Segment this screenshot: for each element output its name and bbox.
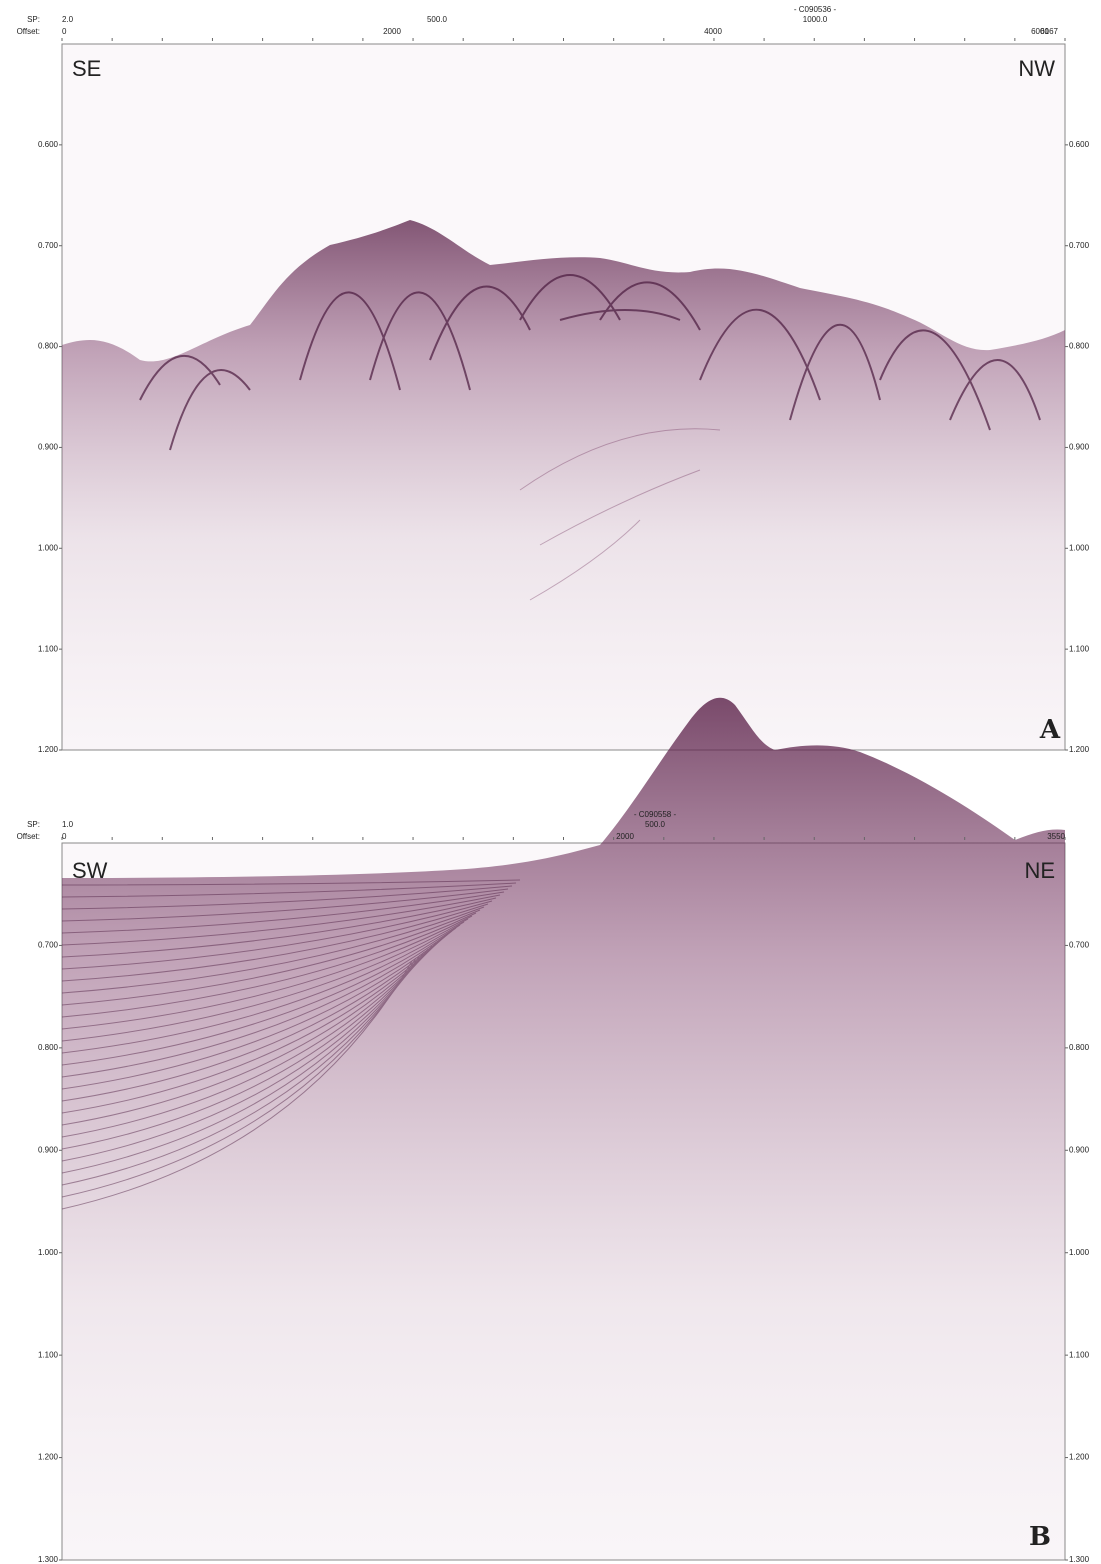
layer-line bbox=[61, 897, 497, 958]
layer-line bbox=[61, 882, 517, 898]
time-tick-label: 1.000 bbox=[1069, 543, 1090, 552]
time-tick-label: 1.200 bbox=[38, 745, 59, 754]
time-tick-label: 0.900 bbox=[38, 443, 59, 452]
sp-label: SP: bbox=[27, 15, 40, 24]
direction-label: NE bbox=[1024, 858, 1055, 883]
time-tick-label: 1.100 bbox=[38, 644, 59, 653]
layer-line bbox=[61, 945, 433, 1150]
layer-line bbox=[61, 960, 413, 1210]
panel-letter: A bbox=[1039, 715, 1061, 745]
layer-line bbox=[61, 915, 473, 1030]
time-tick-label: 0.600 bbox=[1069, 140, 1090, 149]
time-tick-label: 0.900 bbox=[38, 1145, 59, 1154]
time-tick-label: 1.200 bbox=[1069, 745, 1090, 754]
time-tick-label: 1.300 bbox=[38, 1555, 59, 1564]
layer-line bbox=[61, 903, 489, 982]
time-tick-label: 0.700 bbox=[38, 241, 59, 250]
layer-line bbox=[61, 954, 421, 1186]
offset-tick-label: 4000 bbox=[704, 27, 722, 36]
layer-line bbox=[61, 927, 457, 1078]
line-id: - C090536 - bbox=[794, 5, 837, 14]
seismic-reflection bbox=[62, 697, 1065, 1560]
offset-tick-label: 0 bbox=[62, 832, 67, 841]
time-tick-label: 1.000 bbox=[1069, 1248, 1090, 1257]
direction-label: NW bbox=[1018, 56, 1055, 81]
offset-tick-label: 2000 bbox=[616, 832, 634, 841]
sp-tick-label: 2.0 bbox=[62, 15, 74, 24]
offset-tick-label: 6000 bbox=[1031, 27, 1049, 36]
line-id: - C090558 - bbox=[634, 810, 677, 819]
time-tick-label: 0.800 bbox=[1069, 342, 1090, 351]
layer-line bbox=[61, 891, 505, 934]
sediment-layers bbox=[61, 879, 521, 1210]
layer-line bbox=[61, 921, 465, 1054]
time-tick-label: 0.700 bbox=[1069, 241, 1090, 250]
time-tick-label: 1.100 bbox=[1069, 644, 1090, 653]
time-tick-label: 0.800 bbox=[38, 1043, 59, 1052]
layer-line bbox=[61, 885, 513, 910]
time-tick-label: 1.100 bbox=[38, 1350, 59, 1359]
layer-line bbox=[61, 918, 469, 1042]
layer-line bbox=[61, 948, 429, 1162]
deep-reflectors bbox=[519, 428, 721, 601]
sp-tick-label: 1.0 bbox=[62, 820, 74, 829]
diffraction-hyperbolas bbox=[139, 274, 1041, 451]
layer-line bbox=[61, 900, 493, 970]
layer-line bbox=[61, 939, 441, 1126]
time-tick-label: 0.600 bbox=[38, 140, 59, 149]
layer-line bbox=[61, 942, 437, 1138]
offset-label: Offset: bbox=[17, 27, 40, 36]
time-tick-label: 1.000 bbox=[38, 543, 59, 552]
offset-label: Offset: bbox=[17, 832, 40, 841]
time-tick-label: 0.700 bbox=[1069, 941, 1090, 950]
time-tick-label: 1.200 bbox=[1069, 1453, 1090, 1462]
direction-label: SW bbox=[72, 858, 108, 883]
time-tick-label: 1.000 bbox=[38, 1248, 59, 1257]
layer-line bbox=[61, 930, 453, 1090]
layer-line bbox=[61, 912, 477, 1018]
time-tick-label: 0.900 bbox=[1069, 443, 1090, 452]
sp-tick-label: 500.0 bbox=[427, 15, 448, 24]
offset-tick-label: 0 bbox=[62, 27, 67, 36]
layer-line bbox=[61, 951, 425, 1174]
direction-label: SE bbox=[72, 56, 101, 81]
layer-line bbox=[61, 888, 509, 922]
time-tick-label: 0.900 bbox=[1069, 1145, 1090, 1154]
layer-line bbox=[61, 924, 461, 1066]
layer-line bbox=[61, 936, 445, 1114]
sp-label: SP: bbox=[27, 820, 40, 829]
sp-tick-label: 500.0 bbox=[645, 820, 666, 829]
time-tick-label: 0.700 bbox=[38, 941, 59, 950]
offset-tick-label: 3550 bbox=[1047, 832, 1065, 841]
time-tick-label: 0.800 bbox=[1069, 1043, 1090, 1052]
panel-letter: B bbox=[1029, 1522, 1051, 1552]
time-tick-label: 1.100 bbox=[1069, 1350, 1090, 1359]
time-tick-label: 0.800 bbox=[38, 342, 59, 351]
sp-tick-label: 1000.0 bbox=[803, 15, 828, 24]
layer-line bbox=[61, 933, 449, 1102]
layer-line bbox=[61, 906, 485, 994]
offset-tick-label: 2000 bbox=[383, 27, 401, 36]
layer-line bbox=[61, 879, 521, 886]
layer-line bbox=[61, 909, 481, 1006]
layer-line bbox=[61, 957, 417, 1198]
time-tick-label: 1.300 bbox=[1069, 1555, 1090, 1564]
offset-tick-label: 6167 bbox=[1040, 27, 1058, 36]
layer-line bbox=[61, 894, 501, 946]
time-tick-label: 1.200 bbox=[38, 1453, 59, 1462]
